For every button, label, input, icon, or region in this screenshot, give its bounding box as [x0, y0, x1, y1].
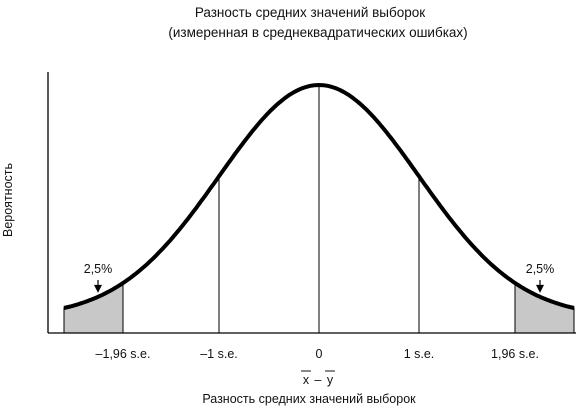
- reference-lines: [218, 85, 420, 333]
- y-axis-label: Вероятность: [1, 163, 15, 237]
- normal-curve: [63, 83, 575, 310]
- x-tick-label-2: 0: [316, 347, 323, 361]
- x-symbol-dash: –: [315, 373, 322, 387]
- tail-percent-label-right: 2,5%: [526, 262, 555, 276]
- x-tick-label-3: 1 s.e.: [404, 347, 435, 361]
- x-tick-label-1: –1 s.e.: [200, 347, 238, 361]
- tail-arrow-head-left: [94, 284, 102, 293]
- tail-annotations: 2,5% 2,5%: [84, 262, 555, 293]
- tail-percent-label-left: 2,5%: [84, 262, 113, 276]
- x-tick-label-4: 1,96 s.e.: [491, 347, 539, 361]
- x-symbol-left: x: [303, 373, 310, 387]
- x-tick-label-0: –1,96 s.e.: [96, 347, 151, 361]
- x-tick-labels: –1,96 s.e. –1 s.e. 0 1 s.e. 1,96 s.e.: [96, 347, 539, 361]
- tail-arrow-head-right: [536, 284, 544, 293]
- chart-title: Разность средних значений выборок: [195, 5, 425, 20]
- x-symbol: x – y: [301, 370, 335, 387]
- x-axis-label: Разность средних значений выборок: [202, 392, 416, 406]
- chart-subtitle: (измеренная в среднеквадратических ошибк…: [168, 25, 467, 40]
- x-symbol-right: y: [327, 373, 334, 387]
